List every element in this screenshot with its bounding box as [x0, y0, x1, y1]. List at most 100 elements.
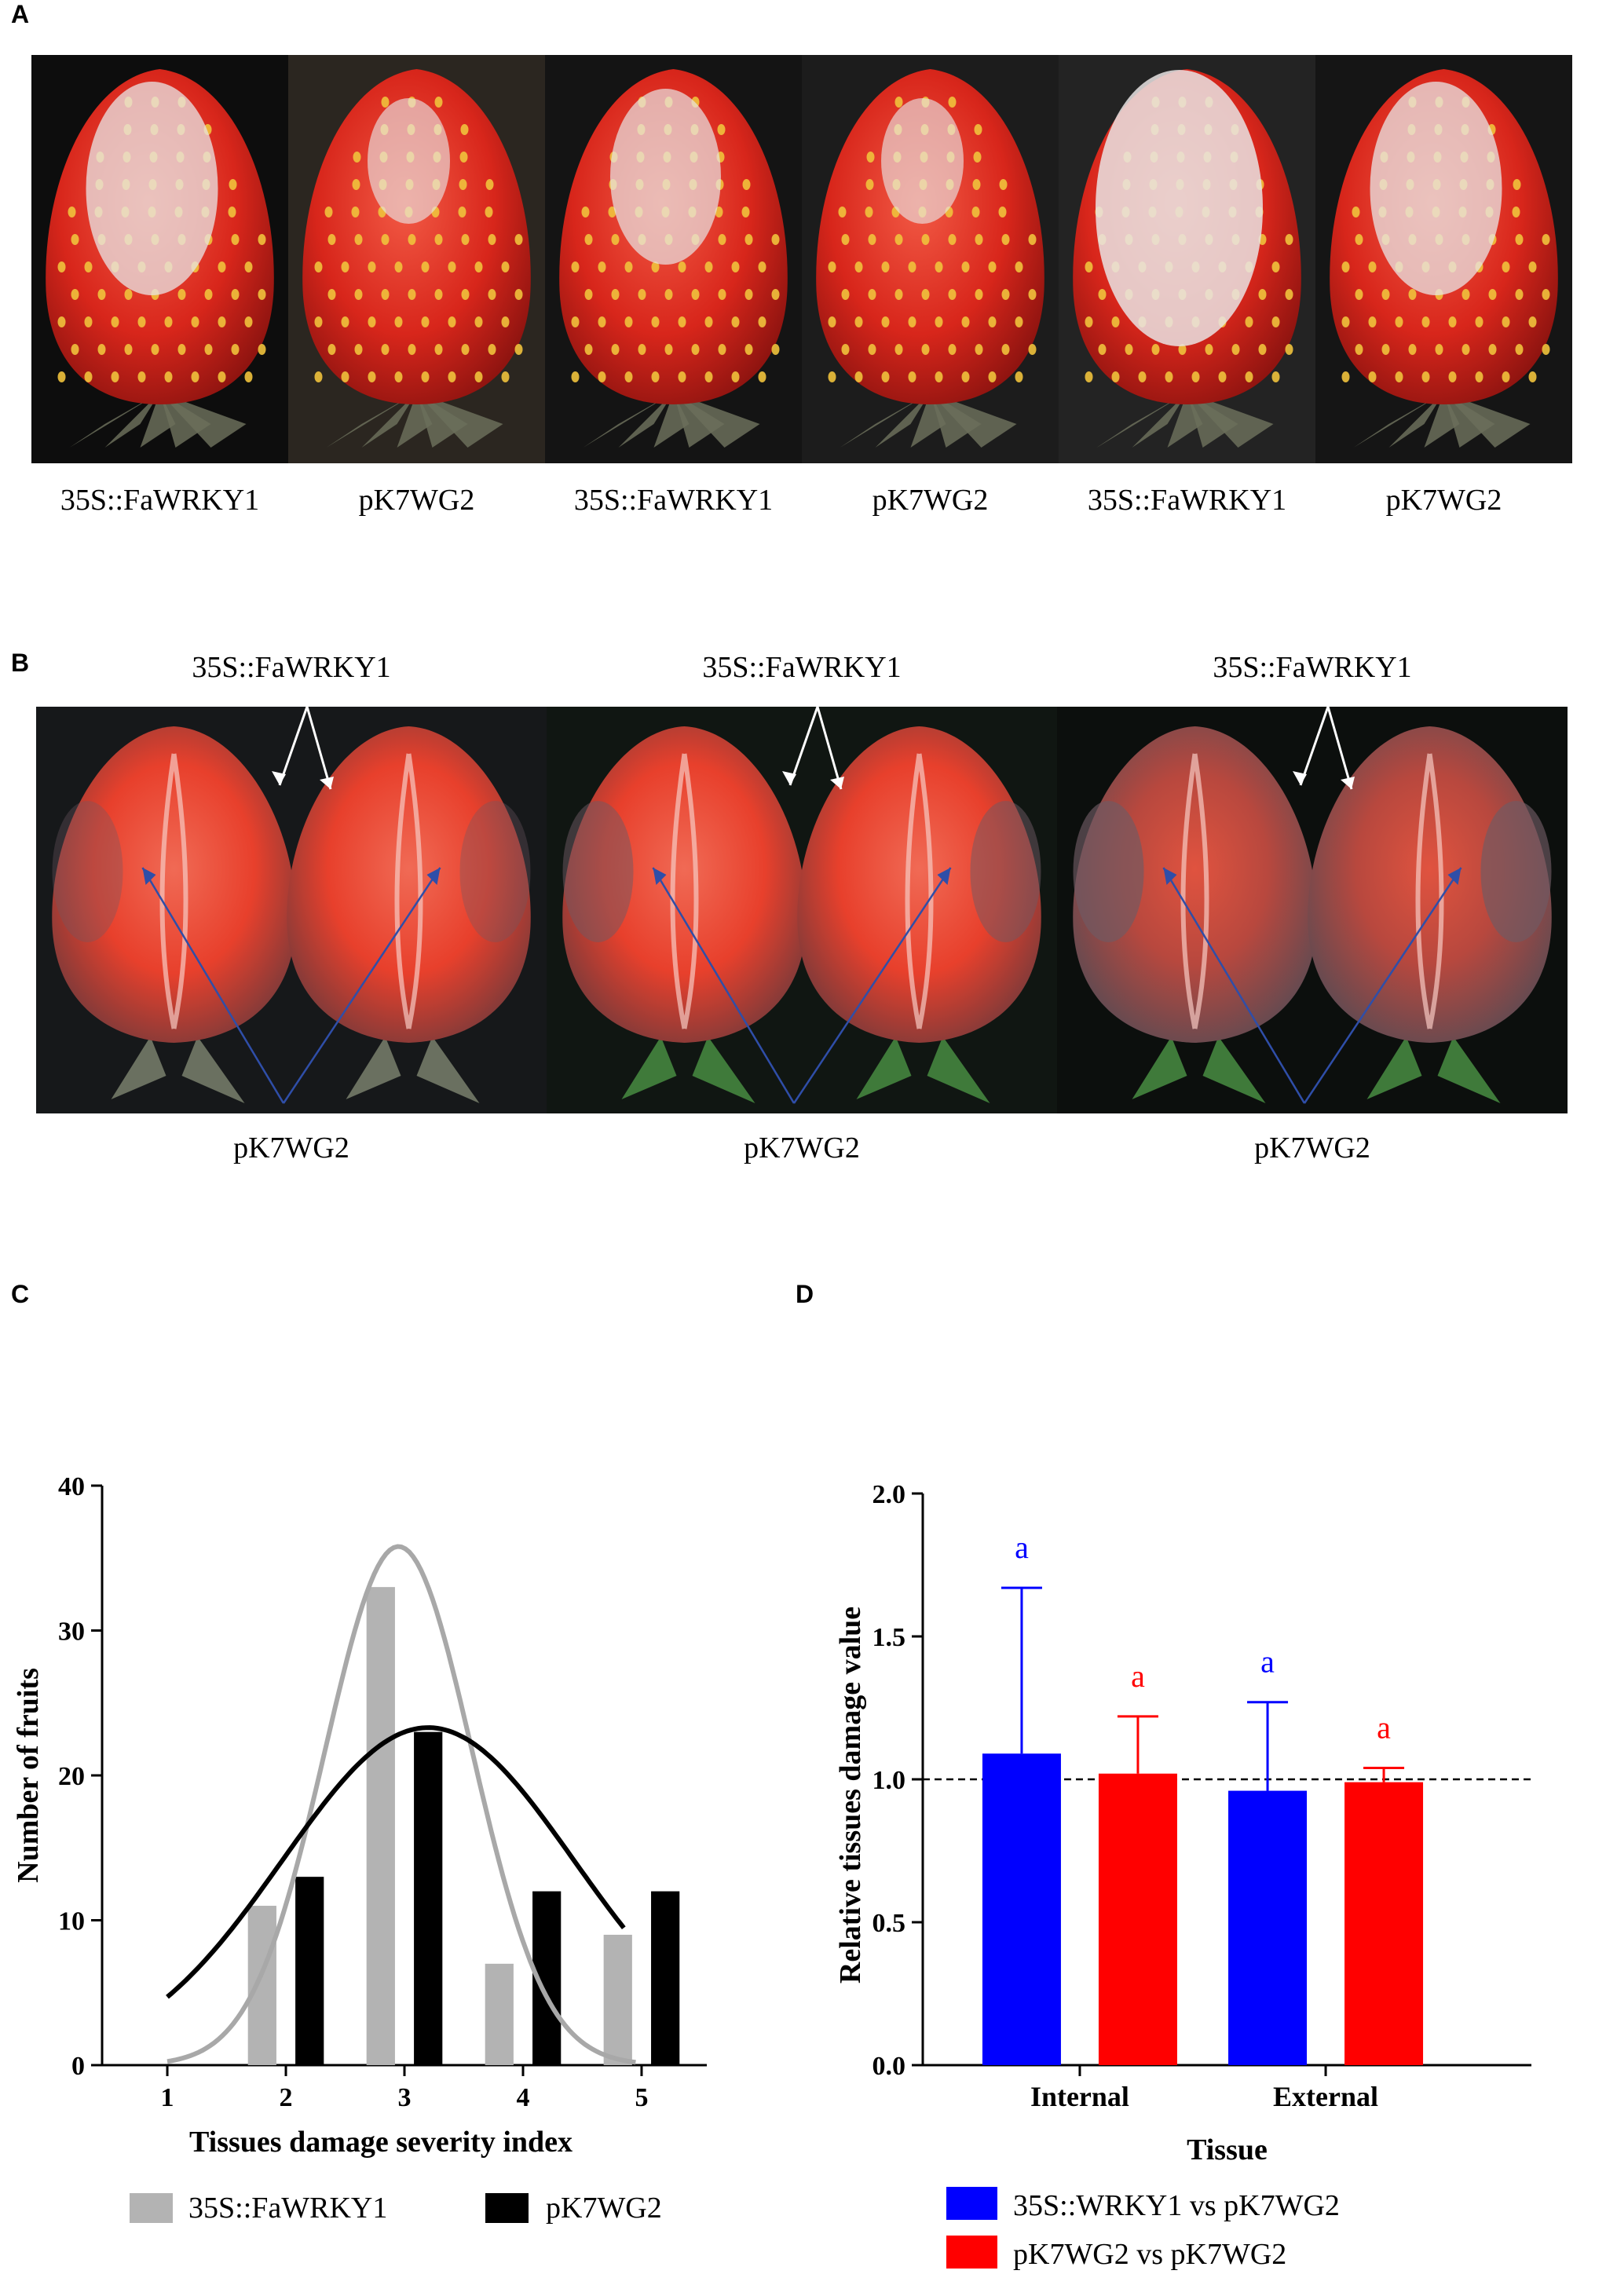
decay-zone [52, 801, 123, 942]
calyx-leaf [159, 393, 247, 448]
achene-seed [1285, 289, 1293, 300]
achene-seed [678, 316, 686, 327]
x-axis-title: Tissue [1187, 2133, 1268, 2166]
achene-seed [1502, 261, 1510, 272]
achene-seed [448, 371, 456, 382]
achene-seed [231, 234, 240, 245]
achene-seed [1368, 316, 1377, 327]
achene-seed [935, 261, 943, 272]
achene-seed [828, 316, 836, 327]
berry-body [302, 69, 531, 404]
achene-seed [1448, 371, 1457, 382]
strawberry-section [52, 726, 296, 1103]
achene-seed [1085, 261, 1093, 272]
significance-letter: a [1131, 1658, 1145, 1694]
achene-seed [1231, 344, 1240, 355]
achene-seed [921, 234, 930, 245]
achene-seed [624, 316, 633, 327]
achene-seed [1475, 316, 1483, 327]
achene-seed [514, 234, 523, 245]
achene-seed [1462, 289, 1470, 300]
achene-seed [57, 316, 66, 327]
achene-seed [488, 344, 496, 355]
achene-seed [651, 371, 660, 382]
section-bottom-genotype-label: pK7WG2 [1254, 1132, 1370, 1164]
achene-seed [771, 234, 780, 245]
achene-seed [368, 316, 376, 327]
achene-seed [894, 97, 903, 108]
blue-arrowhead [1163, 868, 1462, 885]
strawberry-fruit [1330, 69, 1558, 448]
y-tick-label: 20 [58, 1762, 85, 1791]
white-arrowhead [830, 777, 844, 789]
achene-seed [1271, 261, 1280, 272]
achene-seed [868, 289, 876, 300]
achene-seed [1512, 207, 1520, 218]
achene-seed [514, 344, 523, 355]
achene-seed [744, 344, 753, 355]
section-core [159, 753, 188, 1029]
fruit-genotype-label: 35S::FaWRKY1 [1087, 484, 1287, 517]
achene-seed [459, 152, 468, 163]
white-arrow [1326, 706, 1353, 790]
achene-seed [1015, 371, 1023, 382]
achene-seed [704, 261, 713, 272]
x-tick-label: 5 [635, 2083, 648, 2112]
white-arrow [816, 706, 843, 790]
achene-seed [231, 289, 240, 300]
white-arrow [1299, 706, 1330, 786]
achene-seed [1028, 289, 1037, 300]
achene-seed [1258, 289, 1267, 300]
achene-seed [57, 371, 66, 382]
section-flesh [1073, 726, 1317, 1043]
achene-seed [664, 289, 673, 300]
strawberry-fruit [46, 69, 274, 448]
legend-swatch [485, 2193, 529, 2223]
decay-zone [970, 801, 1041, 942]
white-arrowhead [1341, 777, 1355, 789]
achene-seed [988, 371, 997, 382]
achene-seed [1352, 207, 1360, 218]
fungal-lesion [881, 98, 964, 224]
achene-seed [151, 344, 159, 355]
y-tick-label: 1.0 [873, 1766, 906, 1795]
panel-c-histogram: 0 10 20 30 40 1 2 3 4 5 Tissues damage severity in… [12, 1472, 707, 2225]
achene-seed [408, 289, 416, 300]
achene-seed [718, 234, 726, 245]
achene-seed [908, 316, 916, 327]
achene-seed [177, 289, 186, 300]
achene-seed [854, 261, 863, 272]
fruit-genotype-label: 35S::FaWRKY1 [60, 484, 260, 517]
achene-seed [485, 207, 493, 218]
achene-seed [164, 316, 173, 327]
x-tick-label: External [1273, 2081, 1378, 2112]
achene-seed [1285, 344, 1293, 355]
section-flesh [797, 726, 1041, 1043]
white-arrow [305, 706, 332, 790]
achene-seed [973, 152, 982, 163]
achene-seed [244, 261, 253, 272]
panel-d-bar-chart: 0.0 0.5 1.0 1.5 2.0 Internal a a External a a Tissu… [834, 1480, 1531, 2271]
achene-seed [691, 344, 700, 355]
achene-seed [1245, 371, 1253, 382]
achene-seed [460, 124, 469, 135]
berry-body [816, 69, 1044, 404]
strawberry-section [797, 726, 1041, 1103]
achene-seed [1515, 289, 1524, 300]
achene-seed [731, 316, 740, 327]
achene-seed [381, 97, 390, 108]
achene-seed [1488, 289, 1497, 300]
achene-seed [718, 344, 726, 355]
calyx-leaf [930, 393, 1017, 448]
achene-seed [1462, 344, 1470, 355]
achene-seed [961, 316, 970, 327]
achene-seed [434, 289, 443, 300]
achene-seed [865, 179, 874, 190]
achene-seed [228, 207, 236, 218]
achene-seed [84, 371, 93, 382]
calyx-leaf [1132, 393, 1187, 448]
section-core [670, 753, 699, 1029]
achene-seed [381, 234, 390, 245]
achene-seed [204, 289, 213, 300]
achene-seed [1285, 234, 1293, 245]
